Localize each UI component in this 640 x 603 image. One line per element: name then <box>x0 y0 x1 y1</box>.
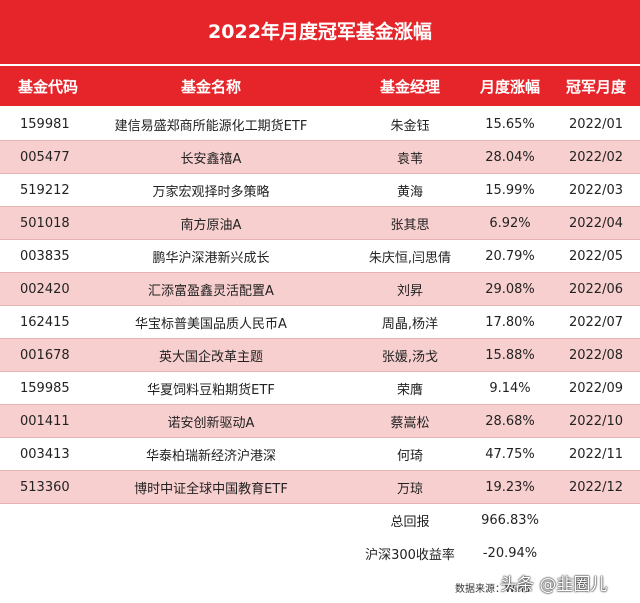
summary-row: 总回报 966.83% <box>0 504 640 537</box>
table-cell: 2022/02 <box>568 149 623 165</box>
table-cell: 2022/09 <box>568 380 623 396</box>
table-cell: 南方原油A <box>180 217 242 233</box>
table-cell: 2022/11 <box>568 446 623 462</box>
table-row: 003413 华泰柏瑞新经济沪港深 何琦 47.75% 2022/11 <box>0 438 640 471</box>
table-cell: 47.75% <box>485 446 535 462</box>
table-row: 001678 英大国企改革主题 张媛,汤戈 15.88% 2022/08 <box>0 339 640 372</box>
table-cell: 建信易盛郑商所能源化工期货ETF <box>114 118 308 134</box>
table-row: 003835 鹏华沪深港新兴成长 朱庆恒,闫思倩 20.79% 2022/05 <box>0 240 640 273</box>
table-cell: 29.08% <box>485 281 535 297</box>
table-cell: 汇添富盈鑫灵活配置A <box>148 283 274 299</box>
table-cell: 蔡嵩松 <box>390 415 430 431</box>
table-row: 002420 汇添富盈鑫灵活配置A 刘昇 29.08% 2022/06 <box>0 273 640 306</box>
table-cell: 华夏饲料豆粕期货ETF <box>147 382 275 398</box>
summary-label: 总回报 <box>390 515 430 530</box>
table-row: 159981 建信易盛郑商所能源化工期货ETF 朱金钰 15.65% 2022/01 <box>0 108 640 141</box>
table-cell: 朱庆恒,闫思倩 <box>368 250 452 266</box>
table-row: 501018 南方原油A 张其思 6.92% 2022/04 <box>0 207 640 240</box>
table-cell: 博时中证全球中国教育ETF <box>134 481 288 497</box>
table-row: 162415 华宝标普美国品质人民币A 周晶,杨洋 17.80% 2022/07 <box>0 306 640 339</box>
summary-value: -20.94% <box>482 546 538 561</box>
table-cell: 159985 <box>20 380 70 396</box>
table-cell: 005477 <box>20 149 70 165</box>
table-cell: 张其思 <box>390 217 430 233</box>
table-cell: 2022/08 <box>568 347 623 363</box>
table-cell: 159981 <box>20 116 70 132</box>
table-cell: 英大国企改革主题 <box>158 349 263 365</box>
table-cell: 周晶,杨洋 <box>381 316 439 332</box>
table-cell: 诺安创新驱动A <box>167 415 255 431</box>
table-cell: 519212 <box>20 182 70 198</box>
table-cell: 2022/07 <box>568 314 623 330</box>
summary-value: 966.83% <box>481 513 539 528</box>
table-cell: 鹏华沪深港新兴成长 <box>152 250 270 266</box>
table-cell: 28.68% <box>485 413 535 429</box>
table-cell: 2022/03 <box>568 182 623 198</box>
table-cell: 2022/12 <box>568 479 623 495</box>
table-cell: 001678 <box>20 347 70 363</box>
summary-label: 沪深300收益率 <box>365 548 455 563</box>
header-cell: 基金经理 <box>379 77 440 96</box>
table-cell: 001411 <box>20 413 70 429</box>
table-row: 513360 博时中证全球中国教育ETF 万琼 19.23% 2022/12 <box>0 471 640 504</box>
table-cell: 15.65% <box>485 116 535 132</box>
table-cell: 袁苇 <box>396 151 423 167</box>
table-cell: 万家宏观择时多策略 <box>152 184 270 200</box>
table-row: 159985 华夏饲料豆粕期货ETF 荣膺 9.14% 2022/09 <box>0 372 640 405</box>
header-cell: 基金代码 <box>17 77 78 96</box>
table-cell: 刘昇 <box>396 283 423 299</box>
table-cell: 003413 <box>20 446 70 462</box>
table-cell: 513360 <box>20 479 70 495</box>
table-cell: 华宝标普美国品质人民币A <box>135 316 287 332</box>
table-cell: 2022/04 <box>568 215 623 231</box>
table-cell: 荣膺 <box>396 382 423 398</box>
header-row: 基金代码 基金名称 基金经理 月度涨幅 冠军月度 <box>0 66 640 106</box>
table-row: 519212 万家宏观择时多策略 黄海 15.99% 2022/03 <box>0 174 640 207</box>
table-cell: 9.14% <box>489 380 531 396</box>
table-cell: 501018 <box>20 215 70 231</box>
table-cell: 长安鑫禧A <box>180 151 242 167</box>
header-cell: 冠军月度 <box>565 77 626 96</box>
table-cell: 17.80% <box>485 314 535 330</box>
table-cell: 19.23% <box>485 479 535 495</box>
table-cell: 朱金钰 <box>390 118 430 134</box>
table-cell: 2022/10 <box>568 413 623 429</box>
table-cell: 华泰柏瑞新经济沪港深 <box>145 448 276 464</box>
table-cell: 2022/06 <box>568 281 623 297</box>
table-cell: 28.04% <box>485 149 535 165</box>
header-cell: 基金名称 <box>180 77 241 96</box>
table-cell: 黄海 <box>396 184 423 200</box>
table-cell: 张媛,汤戈 <box>381 349 439 365</box>
table-cell: 万琼 <box>396 481 423 497</box>
table-cell: 002420 <box>20 281 70 297</box>
summary-row: 沪深300收益率 -20.94% <box>0 537 640 570</box>
table-row: 001411 诺安创新驱动A 蔡嵩松 28.68% 2022/10 <box>0 405 640 438</box>
table-row: 005477 长安鑫禧A 袁苇 28.04% 2022/02 <box>0 141 640 174</box>
title: 2022年月度冠军基金涨幅 <box>0 0 640 64</box>
table-cell: 6.92% <box>489 215 531 231</box>
table-cell: 2022/05 <box>568 248 623 264</box>
source: 数据来源：Wind <box>455 584 531 595</box>
table-cell: 15.88% <box>485 347 535 363</box>
table-cell: 162415 <box>20 314 70 330</box>
table-cell: 2022/01 <box>568 116 623 132</box>
watermark: 头条 @韭圈儿 <box>500 575 608 595</box>
table-cell: 003835 <box>20 248 70 264</box>
table-cell: 20.79% <box>485 248 535 264</box>
table-cell: 15.99% <box>485 182 535 198</box>
header-cell: 月度涨幅 <box>479 77 540 96</box>
table-cell: 何琦 <box>396 448 423 464</box>
